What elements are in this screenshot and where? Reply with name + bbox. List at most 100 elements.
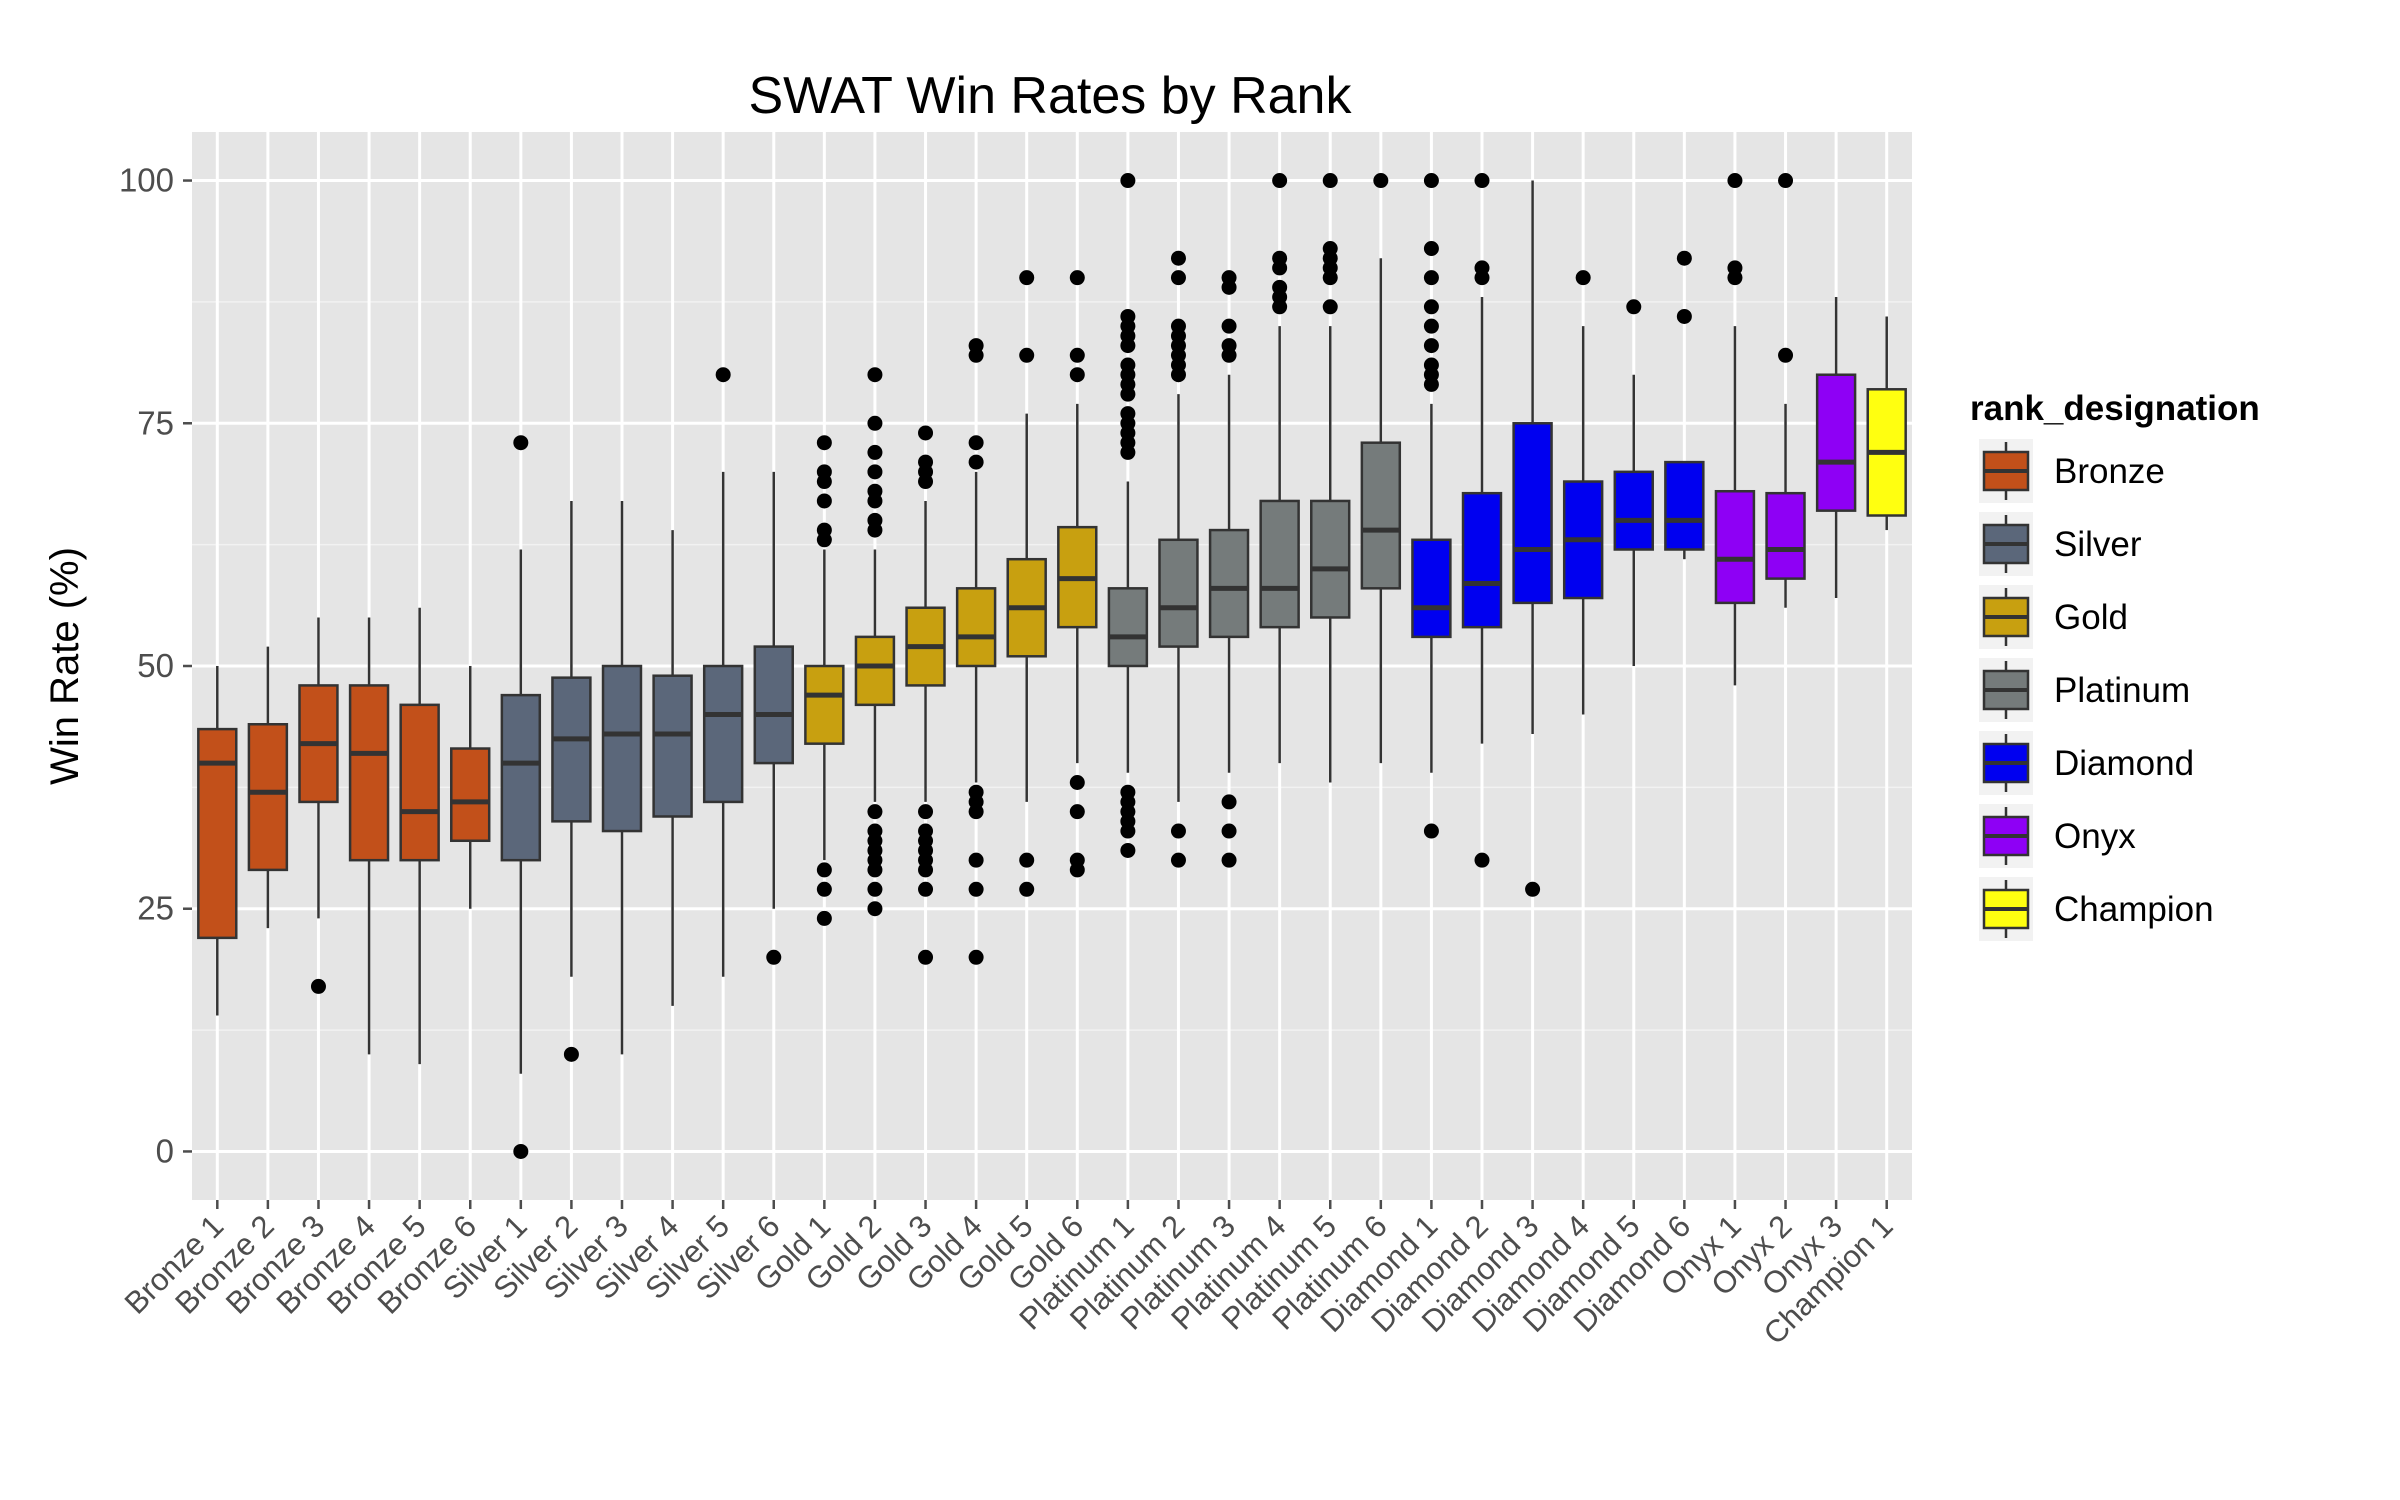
legend: rank_designation Bronze Silver Gold Platinu…: [1970, 389, 2260, 943]
outlier-point: [918, 949, 934, 965]
outlier-point: [1626, 299, 1642, 315]
outlier-point: [968, 454, 984, 470]
box-iqr: [1815, 373, 1857, 512]
box-iqr: [955, 587, 997, 668]
box-iqr: [348, 684, 390, 862]
outlier-point: [1221, 823, 1237, 839]
outlier-point: [1322, 241, 1338, 257]
box-iqr: [1259, 499, 1300, 629]
outlier-point: [918, 804, 934, 820]
outlier-point: [918, 881, 934, 897]
outlier-point: [1727, 173, 1743, 189]
box-iqr: [1158, 538, 1199, 648]
outlier-point: [1778, 173, 1794, 189]
box-diamond-6: [1664, 250, 1705, 560]
outlier-point: [867, 415, 883, 431]
box-iqr: [1208, 528, 1250, 639]
legend-label: Champion: [2054, 890, 2214, 929]
box-iqr: [500, 693, 542, 862]
outlier-point: [1221, 794, 1237, 810]
outlier-point: [1069, 804, 1085, 820]
box-iqr: [551, 676, 592, 823]
outlier-point: [1120, 842, 1136, 858]
box-iqr: [854, 635, 896, 707]
outlier-point: [867, 901, 883, 917]
outlier-point: [867, 804, 883, 820]
outlier-point: [816, 881, 832, 897]
outlier-point: [918, 454, 934, 470]
outlier-point: [1272, 279, 1288, 295]
outlier-point: [867, 444, 883, 460]
outlier-point: [1474, 852, 1490, 868]
box-bronze-4: [348, 617, 390, 1055]
box-diamond-4: [1562, 270, 1604, 715]
outlier-point: [1221, 338, 1237, 354]
outlier-point: [816, 522, 832, 538]
outlier-point: [816, 493, 832, 509]
box-diamond-2: [1461, 173, 1503, 868]
box-iqr: [1360, 441, 1402, 590]
outlier-point: [1069, 347, 1085, 363]
legend-item-platinum: Platinum: [1977, 656, 2190, 724]
outlier-point: [1474, 173, 1490, 189]
outlier-point: [1221, 318, 1237, 334]
legend-label: Platinum: [2054, 671, 2190, 710]
outlier-point: [1221, 270, 1237, 286]
outlier-point: [1373, 173, 1389, 189]
outlier-point: [1120, 308, 1136, 324]
legend-item-onyx: Onyx: [1977, 802, 2136, 870]
box-platinum-3: [1208, 270, 1250, 868]
box-platinum-6: [1360, 173, 1402, 764]
outlier-point: [1170, 250, 1186, 266]
outlier-point: [1272, 173, 1288, 189]
outlier-point: [867, 512, 883, 528]
outlier-point: [1423, 357, 1439, 373]
legend-items: Bronze Silver Gold Platinum Diamond Onyx Champ…: [1977, 437, 2214, 943]
outlier-point: [1069, 270, 1085, 286]
box-diamond-3: [1512, 180, 1553, 897]
outlier-point: [1019, 270, 1035, 286]
box-bronze-5: [399, 607, 440, 1065]
outlier-point: [1120, 173, 1136, 189]
outlier-point: [968, 338, 984, 354]
box-iqr: [804, 664, 845, 745]
outlier-point: [1069, 775, 1085, 791]
outlier-point: [918, 425, 934, 441]
legend-item-champion: Champion: [1977, 875, 2214, 943]
box-iqr: [1310, 499, 1351, 619]
box-layer: [197, 173, 1907, 1159]
y-tick-label: 25: [137, 890, 174, 927]
legend-label: Silver: [2054, 525, 2142, 564]
y-tick-label: 50: [137, 647, 174, 684]
legend-label: Bronze: [2054, 452, 2165, 491]
box-iqr: [1411, 538, 1452, 639]
box-champion-1: [1866, 316, 1907, 531]
box-iqr: [1714, 489, 1756, 605]
box-iqr: [753, 645, 794, 765]
y-tick-label: 75: [137, 404, 174, 441]
box-silver-3: [601, 500, 643, 1055]
box-platinum-4: [1259, 173, 1300, 764]
outlier-point: [1423, 270, 1439, 286]
outlier-point: [1170, 318, 1186, 334]
box-silver-4: [652, 530, 693, 1006]
outlier-point: [816, 910, 832, 926]
box-bronze-6: [450, 666, 491, 909]
outlier-point: [1272, 250, 1288, 266]
outlier-point: [968, 852, 984, 868]
chart-title: SWAT Win Rates by Rank: [749, 67, 1353, 125]
outlier-point: [1423, 823, 1439, 839]
outlier-point: [867, 881, 883, 897]
outlier-point: [563, 1046, 579, 1062]
outlier-point: [1170, 852, 1186, 868]
box-gold-4: [955, 338, 997, 965]
box-gold-3: [905, 425, 946, 965]
outlier-point: [968, 435, 984, 451]
legend-item-gold: Gold: [1977, 583, 2128, 651]
legend-item-silver: Silver: [1977, 510, 2142, 578]
outlier-point: [918, 823, 934, 839]
box-iqr: [1664, 460, 1705, 551]
outlier-point: [816, 435, 832, 451]
outlier-point: [1069, 852, 1085, 868]
box-bronze-3: [298, 617, 339, 994]
